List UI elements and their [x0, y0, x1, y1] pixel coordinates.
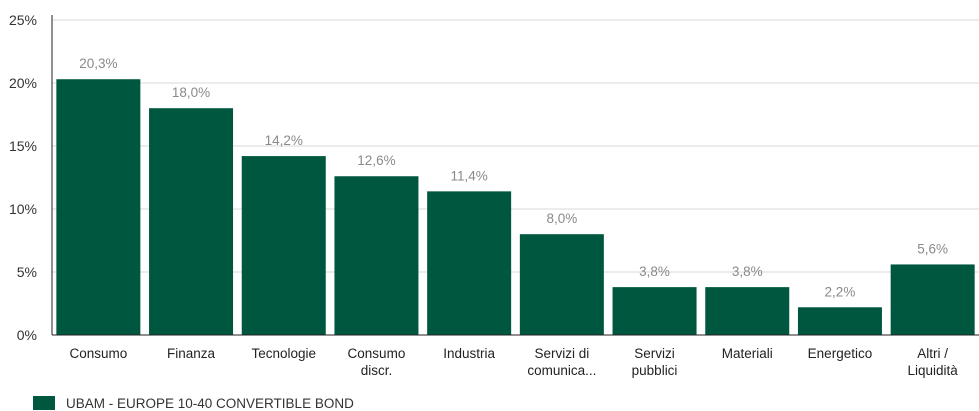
x-tick-label-line: Materiali [722, 346, 773, 361]
y-tick-label: 10% [9, 201, 37, 217]
data-label: 14,2% [265, 133, 303, 148]
x-tick-label: Consumo discr. [348, 346, 406, 378]
x-tick-label: Altri / Liquidità [908, 346, 959, 378]
x-tick-label: Industria [443, 346, 495, 361]
x-tick-label-line: Finanza [167, 346, 216, 361]
bar [705, 287, 790, 335]
x-tick-label: Consumo [69, 346, 127, 361]
x-tick-label: Finanza [167, 346, 216, 361]
data-label: 11,4% [451, 168, 488, 183]
x-tick-label-line: comunica... [527, 363, 596, 378]
x-tick-label-line: Liquidità [908, 363, 959, 378]
y-tick-label: 15% [9, 138, 37, 154]
bar [149, 108, 234, 335]
y-tick-label: 25% [9, 12, 37, 28]
axes [51, 15, 979, 336]
data-label: 3,8% [639, 264, 670, 279]
x-tick-label: Tecnologie [251, 346, 316, 361]
bar [797, 307, 882, 335]
data-label: 18,0% [172, 85, 210, 100]
data-label: 12,6% [357, 153, 395, 168]
legend: UBAM - EUROPE 10-40 CONVERTIBLE BOND [33, 395, 354, 411]
x-tick-label: Servizi pubblici [632, 346, 678, 378]
x-tick-label-line: Consumo [69, 346, 127, 361]
bar [241, 156, 326, 335]
bar [890, 264, 975, 335]
x-tick-label-line: discr. [361, 363, 393, 378]
data-label: 5,6% [917, 241, 948, 256]
y-tick-label: 0% [17, 327, 37, 343]
x-tick-label: Energetico [808, 346, 873, 361]
x-tick-label: Servizi di comunica... [527, 346, 596, 378]
bars [56, 79, 975, 335]
legend-series-name: UBAM - EUROPE 10-40 CONVERTIBLE BOND [66, 395, 354, 411]
data-label: 2,2% [825, 284, 856, 299]
x-tick-label-line: Industria [443, 346, 495, 361]
data-label: 20,3% [79, 56, 117, 71]
x-tick-label-line: Servizi di [534, 346, 589, 361]
bar [56, 79, 141, 335]
x-tick-label-line: pubblici [632, 363, 678, 378]
x-tick-label: Materiali [722, 346, 773, 361]
labels: 0% 5% 10% 15% 20% 25% 20,3% Consumo 18,0% Finanza… [9, 12, 958, 378]
bar [519, 234, 604, 335]
x-tick-label-line: Servizi [634, 346, 675, 361]
x-tick-label-line: Energetico [808, 346, 873, 361]
y-tick-label: 20% [9, 75, 37, 91]
bar [334, 176, 419, 335]
legend-swatch [33, 396, 55, 410]
y-tick-label: 5% [17, 264, 37, 280]
data-label: 3,8% [732, 264, 763, 279]
x-tick-label-line: Altri / [917, 346, 948, 361]
bar [427, 191, 512, 335]
bar [612, 287, 697, 335]
x-tick-label-line: Consumo [348, 346, 406, 361]
x-tick-label-line: Tecnologie [251, 346, 316, 361]
data-label: 8,0% [546, 211, 577, 226]
